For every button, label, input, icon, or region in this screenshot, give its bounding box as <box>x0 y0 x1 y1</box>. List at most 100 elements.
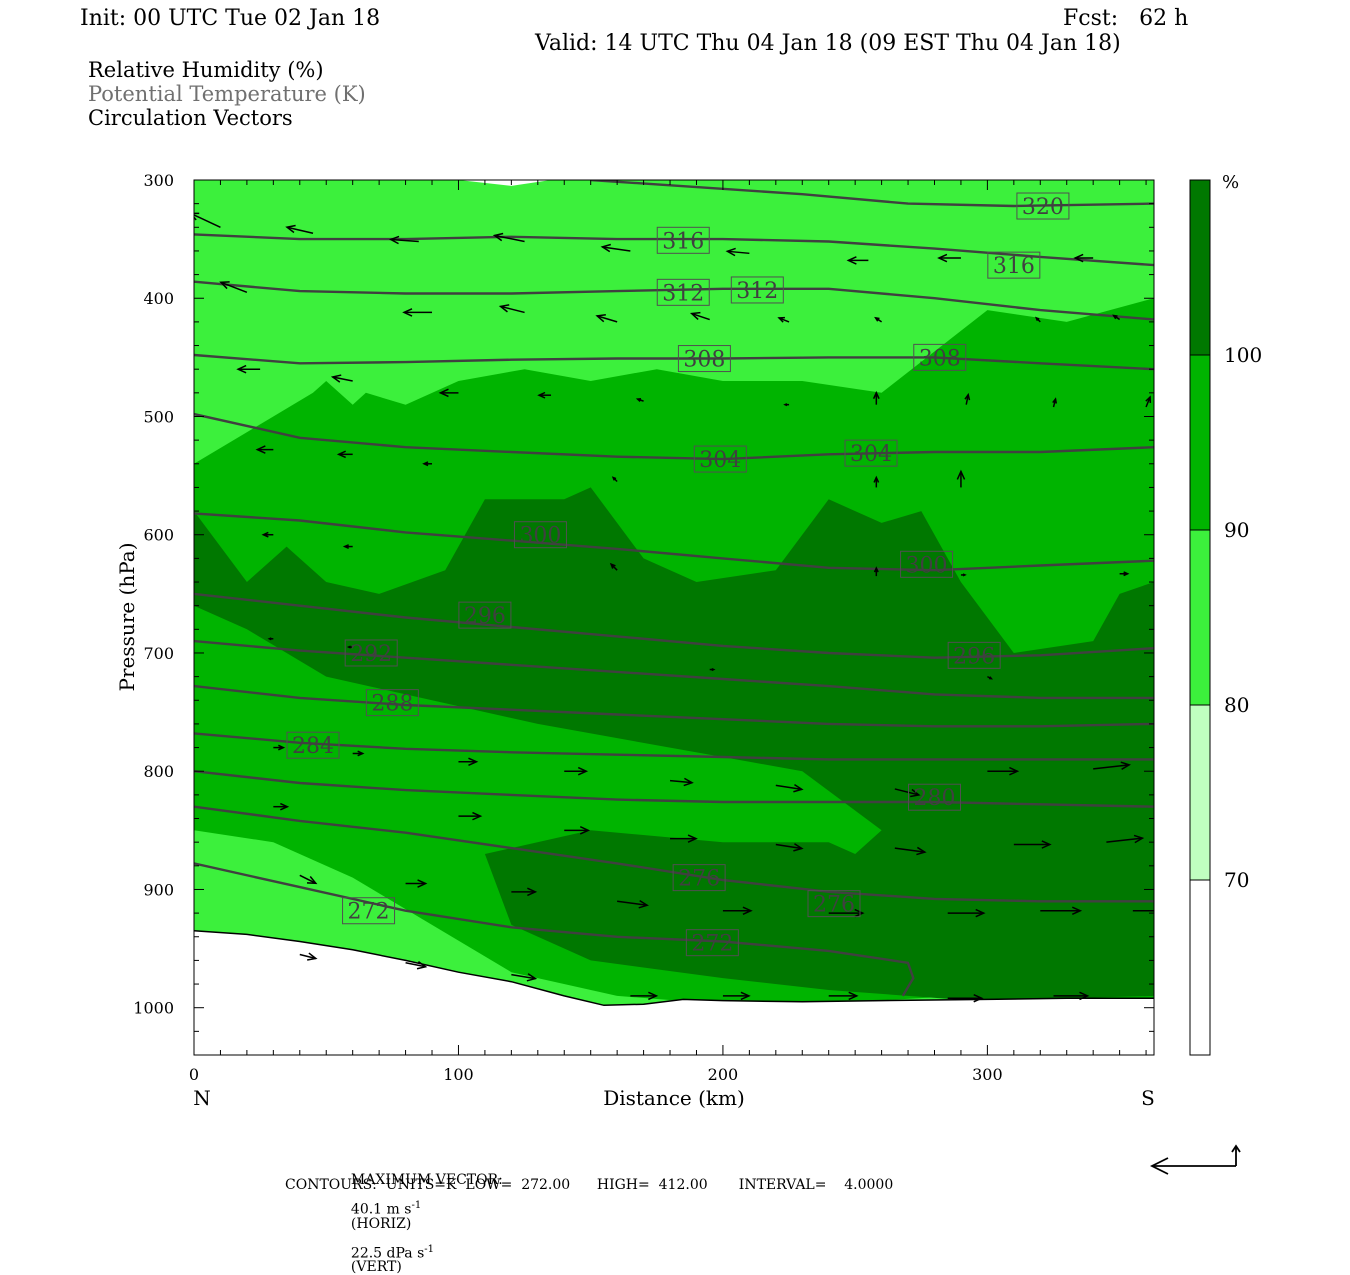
contour-label-280-16: 280 <box>907 783 961 811</box>
contour-label-304-8: 304 <box>844 439 898 467</box>
theta-contour-296 <box>194 592 1154 659</box>
theta-contour-276 <box>194 805 1154 903</box>
svg-text:276: 276 <box>678 867 720 892</box>
circulation-vector-21 <box>537 391 552 399</box>
circulation-vector-18 <box>236 364 261 374</box>
circulation-vector-19 <box>330 374 353 383</box>
svg-text:284: 284 <box>292 734 334 759</box>
init-time: Init: 00 UTC Tue 02 Jan 18 <box>80 6 381 31</box>
circulation-vector-29 <box>336 450 353 459</box>
colorbar-segment-4 <box>1190 180 1210 355</box>
x-tick-label-0: 0 <box>189 1065 199 1084</box>
contour-label-300-9: 300 <box>513 521 567 549</box>
circulation-vector-61 <box>299 874 318 885</box>
contour-label-312-3: 312 <box>656 278 710 306</box>
svg-text:288: 288 <box>371 692 413 717</box>
circulation-vector-57 <box>775 843 804 852</box>
max-vector-label: MAXIMUM VECTOR: <box>350 1172 503 1188</box>
horiz-exponent: -1 <box>411 1200 422 1211</box>
circulation-vector-62 <box>405 879 428 888</box>
circulation-vector-30 <box>422 461 433 467</box>
circulation-vector-47 <box>564 766 589 776</box>
x-tick-label-100: 100 <box>443 1065 474 1084</box>
theta-contour-280 <box>194 770 1154 808</box>
contour-label-288-14: 288 <box>365 689 419 717</box>
svg-text:300: 300 <box>519 524 561 549</box>
vert-exponent: -1 <box>424 1243 435 1255</box>
colorbar-label-70: 70 <box>1224 868 1249 892</box>
circulation-vector-23 <box>783 403 790 407</box>
field-label-rh: Relative Humidity (%) <box>88 58 324 82</box>
theta-contour-292 <box>194 639 1154 700</box>
circulation-vector-31 <box>611 476 618 483</box>
contour-label-300-10: 300 <box>900 550 954 578</box>
circulation-vector-45 <box>352 750 365 757</box>
circulation-vector-58 <box>894 846 927 856</box>
circulation-vector-51 <box>987 766 1020 776</box>
contour-label-272-20: 272 <box>685 929 739 957</box>
circulation-vector-42 <box>709 667 716 672</box>
svg-text:292: 292 <box>350 642 392 667</box>
theta-contour-308 <box>194 353 1154 371</box>
svg-text:300: 300 <box>906 553 948 578</box>
circulation-vector-2 <box>388 235 419 245</box>
circulation-vector-39 <box>1119 571 1130 577</box>
x-end-label-south: S <box>1141 1086 1155 1110</box>
colorbar-label-80: 80 <box>1224 693 1249 717</box>
contour-label-320-0: 320 <box>1016 192 1070 220</box>
circulation-vector-52 <box>1093 761 1131 770</box>
circulation-vector-14 <box>777 316 790 323</box>
circulation-vector-13 <box>689 311 710 321</box>
svg-text:308: 308 <box>919 346 961 371</box>
theta-contour-layer <box>194 180 1154 997</box>
svg-text:304: 304 <box>699 448 741 473</box>
colorbar-segment-0 <box>1190 880 1210 1055</box>
valid-time: Valid: 14 UTC Thu 04 Jan 18 (09 EST Thu … <box>535 31 1121 56</box>
y-tick-label-800: 800 <box>143 762 174 781</box>
circulation-vector-36 <box>609 562 618 571</box>
contour-label-284-15: 284 <box>286 731 340 759</box>
circulation-vector-54 <box>458 811 483 821</box>
circulation-vector-11 <box>498 304 525 314</box>
circulation-vector-4 <box>600 243 631 253</box>
circulation-vector-75 <box>828 991 859 1001</box>
theta-contour-272 <box>194 862 915 997</box>
circulation-vector-48 <box>669 777 694 787</box>
theta-contour-284 <box>194 732 1154 761</box>
colorbar: 70 80 90 100% <box>1189 172 1262 1056</box>
circulation-vector-17 <box>1112 314 1121 321</box>
svg-text:272: 272 <box>691 932 733 957</box>
circulation-vector-74 <box>722 991 751 1001</box>
circulation-vector-37 <box>873 566 879 577</box>
terrain-layer <box>194 930 1154 1055</box>
circulation-vector-26 <box>1052 397 1058 408</box>
contour-label-308-6: 308 <box>913 343 967 371</box>
circulation-vector-71 <box>405 961 428 970</box>
rh-region-100-3 <box>194 487 1154 1002</box>
circulation-vector-60 <box>1106 834 1145 844</box>
circulation-vector-3 <box>492 232 525 243</box>
circulation-vector-56 <box>670 834 698 843</box>
x-tick-label-300: 300 <box>972 1065 1003 1084</box>
contour-label-296-11: 296 <box>458 601 512 629</box>
circulation-vector-66 <box>828 908 865 918</box>
field-label-theta: Potential Temperature (K) <box>88 82 366 106</box>
circulation-vector-7 <box>937 253 961 263</box>
circulation-vector-25 <box>964 392 971 405</box>
circulation-vector-33 <box>956 469 966 488</box>
circulation-vector-16 <box>1034 316 1041 323</box>
circulation-vector-53 <box>273 802 290 811</box>
vert-tag: (VERT) <box>350 1259 402 1275</box>
circulation-vector-22 <box>635 398 644 403</box>
theta-contour-300 <box>194 512 1154 572</box>
x-tick-label-200: 200 <box>708 1065 739 1084</box>
circulation-vector-59 <box>1013 840 1052 849</box>
circulation-vector-5 <box>725 247 750 257</box>
circulation-vector-70 <box>299 952 318 961</box>
plot-frame <box>193 179 1155 1056</box>
contour-label-296-12: 296 <box>947 641 1001 669</box>
forecast-hour: Fcst: 62 h <box>1063 6 1189 31</box>
contour-label-316-2: 316 <box>987 251 1041 279</box>
y-tick-label-700: 700 <box>143 644 174 663</box>
circulation-vector-68 <box>1040 906 1083 916</box>
